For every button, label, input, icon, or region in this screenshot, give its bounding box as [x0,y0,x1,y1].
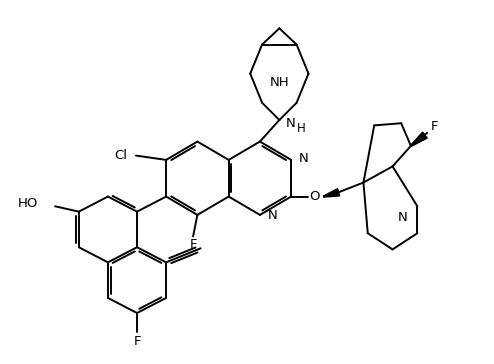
Text: HO: HO [17,197,38,210]
Text: H: H [296,122,305,135]
Text: NH: NH [270,76,289,89]
Text: N: N [286,117,295,130]
Polygon shape [411,132,427,146]
Text: F: F [189,237,197,250]
Text: F: F [133,335,141,348]
Text: N: N [398,210,408,223]
Text: F: F [431,120,438,133]
Text: N: N [267,209,277,222]
Text: O: O [310,190,320,203]
Text: Cl: Cl [114,149,127,162]
Polygon shape [324,189,340,197]
Text: N: N [299,152,309,165]
